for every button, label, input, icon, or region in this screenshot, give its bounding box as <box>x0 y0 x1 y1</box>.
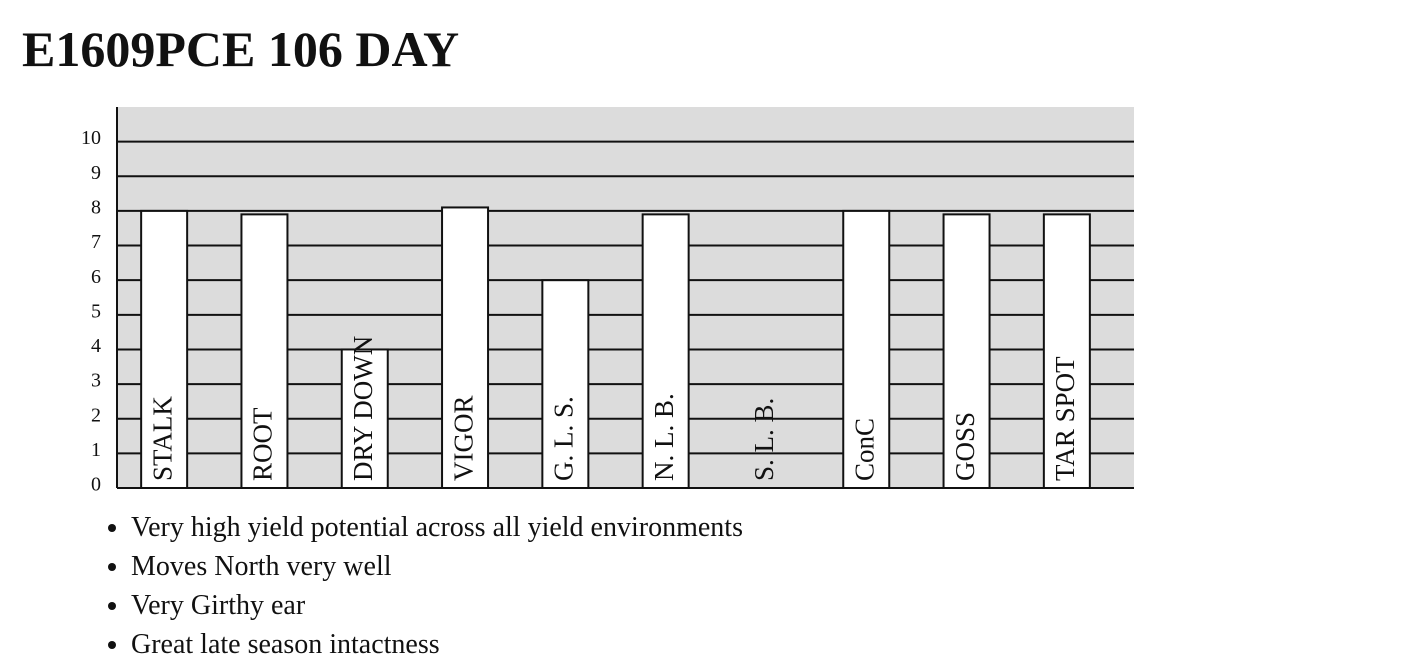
category-label: GOSS <box>950 412 980 481</box>
bullet: Great late season intactness <box>131 625 743 664</box>
y-tick-label: 1 <box>91 439 101 461</box>
bar <box>541 279 590 489</box>
bar <box>1042 213 1091 489</box>
y-tick-label: 8 <box>91 197 101 219</box>
bullet: Very high yield potential across all yie… <box>131 508 743 547</box>
category-label: DRY DOWN <box>348 336 378 481</box>
category-label: STALK <box>147 396 177 481</box>
y-tick-label: 0 <box>91 474 101 496</box>
bar <box>641 213 690 489</box>
y-tick-label: 10 <box>81 127 101 149</box>
bar <box>441 206 490 489</box>
category-label: N. L. B. <box>649 393 679 481</box>
y-tick-label: 7 <box>91 231 101 253</box>
category-label: S. L. B. <box>749 398 779 481</box>
bullet-list: Very high yield potential across all yie… <box>105 508 743 664</box>
category-label: G. L. S. <box>549 396 579 481</box>
y-tick-label: 3 <box>91 370 101 392</box>
category-label: TAR SPOT <box>1050 356 1080 481</box>
y-tick-label: 9 <box>91 162 101 184</box>
y-tick-label: 2 <box>91 404 101 426</box>
category-label: ROOT <box>248 407 278 481</box>
category-label: VIGOR <box>448 396 478 482</box>
category-label: ConC <box>849 418 879 481</box>
bullet: Very Girthy ear <box>131 586 743 625</box>
y-tick-label: 4 <box>91 335 101 357</box>
chart-title: E1609PCE 106 DAY <box>22 21 459 77</box>
y-tick-label: 6 <box>91 266 101 288</box>
y-tick-label: 5 <box>91 300 101 322</box>
bar <box>942 213 991 489</box>
bullet: Moves North very well <box>131 547 743 586</box>
